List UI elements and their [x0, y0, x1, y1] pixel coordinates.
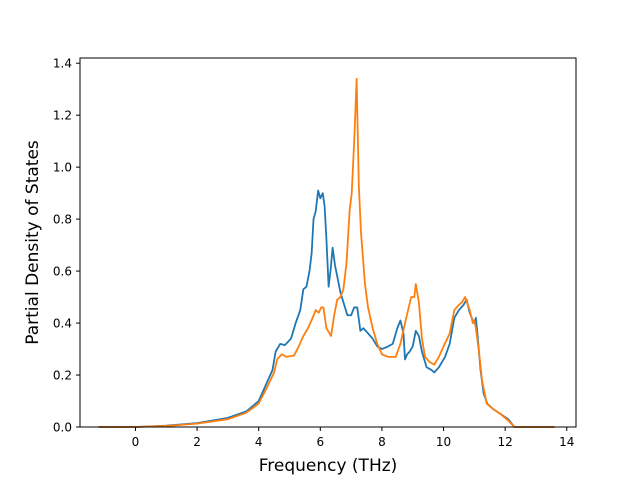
y-tick-label: 1.4 [53, 57, 72, 71]
x-tick-label: 12 [498, 435, 513, 449]
series-layer [98, 77, 555, 428]
y-tick-label: 0.2 [53, 369, 72, 383]
x-tick-label: 6 [316, 435, 324, 449]
y-axis-ticks: 0.0 0.2 0.4 0.6 0.8 1.0 1.2 1.4 [53, 57, 80, 435]
x-axis-ticks: 0 2 4 6 8 10 12 14 [132, 427, 574, 449]
x-tick-label: 0 [132, 435, 140, 449]
x-tick-label: 8 [378, 435, 386, 449]
y-tick-label: 0.6 [53, 265, 72, 279]
x-axis-label: Frequency (THz) [259, 456, 398, 476]
y-tick-label: 1.2 [53, 109, 72, 123]
x-tick-label: 2 [193, 435, 201, 449]
y-axis-label: Partial Density of States [23, 140, 43, 345]
plot-frame [79, 57, 577, 428]
series-line-2 [98, 77, 555, 428]
y-tick-label: 0.0 [53, 421, 72, 435]
y-tick-label: 0.4 [53, 317, 72, 331]
y-tick-label: 1.0 [53, 161, 72, 175]
x-tick-label: 10 [436, 435, 451, 449]
x-tick-label: 14 [559, 435, 574, 449]
y-tick-label: 0.8 [53, 213, 72, 227]
x-tick-label: 4 [255, 435, 263, 449]
